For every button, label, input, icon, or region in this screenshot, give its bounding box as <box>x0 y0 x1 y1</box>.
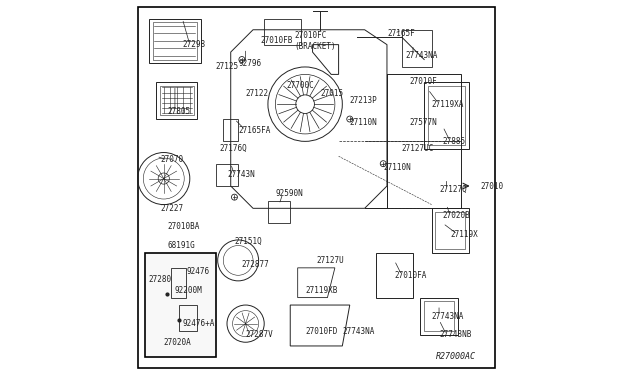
Text: 27743N: 27743N <box>227 170 255 179</box>
Text: 27227: 27227 <box>160 204 183 213</box>
Text: 27122: 27122 <box>246 89 269 97</box>
Text: 27885: 27885 <box>443 137 466 146</box>
Text: 27287V: 27287V <box>246 330 273 339</box>
Text: 27298: 27298 <box>182 40 205 49</box>
Text: 27119XA: 27119XA <box>431 100 464 109</box>
Text: 27743NA: 27743NA <box>342 327 374 336</box>
Text: 27127U: 27127U <box>316 256 344 265</box>
Text: 27165F: 27165F <box>387 29 415 38</box>
Bar <box>145 253 216 357</box>
Text: 27010FA: 27010FA <box>394 271 427 280</box>
Text: 27020B: 27020B <box>443 211 470 220</box>
Circle shape <box>380 161 386 167</box>
Text: 27127Q: 27127Q <box>439 185 467 194</box>
Text: 92476+A: 92476+A <box>182 319 215 328</box>
Text: 92796: 92796 <box>238 59 261 68</box>
Text: 27010FC
(BRACKET): 27010FC (BRACKET) <box>294 31 335 51</box>
Circle shape <box>232 194 237 200</box>
Text: 27165FA: 27165FA <box>238 126 271 135</box>
Text: 27020A: 27020A <box>164 338 191 347</box>
Text: 27110N: 27110N <box>349 118 378 127</box>
Text: 92476: 92476 <box>186 267 209 276</box>
Text: 27010F: 27010F <box>410 77 437 86</box>
Text: 27119XB: 27119XB <box>305 286 337 295</box>
Text: 272877: 272877 <box>242 260 269 269</box>
Text: 27127UC: 27127UC <box>402 144 434 153</box>
Text: 27577N: 27577N <box>410 118 437 127</box>
Text: 27176Q: 27176Q <box>220 144 247 153</box>
Text: 27010: 27010 <box>480 182 503 190</box>
Text: 27010FD: 27010FD <box>305 327 337 336</box>
Circle shape <box>347 116 353 122</box>
Text: 27700C: 27700C <box>287 81 314 90</box>
Text: 27280: 27280 <box>149 275 172 283</box>
Text: 27010BA: 27010BA <box>168 222 200 231</box>
Text: 27213P: 27213P <box>349 96 378 105</box>
Text: 27110N: 27110N <box>383 163 411 172</box>
Text: 92200M: 92200M <box>175 286 203 295</box>
Circle shape <box>239 57 245 62</box>
Text: 27151Q: 27151Q <box>234 237 262 246</box>
Text: 27743NA: 27743NA <box>431 312 464 321</box>
Text: R27000AC: R27000AC <box>436 352 476 361</box>
Text: 27010FB: 27010FB <box>260 36 293 45</box>
Text: 27119X: 27119X <box>450 230 478 239</box>
Text: 27125: 27125 <box>216 62 239 71</box>
Text: 27015: 27015 <box>320 89 343 97</box>
Text: 92590N: 92590N <box>275 189 303 198</box>
Text: 68191G: 68191G <box>168 241 195 250</box>
Text: 27743NB: 27743NB <box>439 330 472 339</box>
Text: 27805: 27805 <box>168 107 191 116</box>
Text: 27743NA: 27743NA <box>406 51 438 60</box>
Text: 27070: 27070 <box>160 155 183 164</box>
